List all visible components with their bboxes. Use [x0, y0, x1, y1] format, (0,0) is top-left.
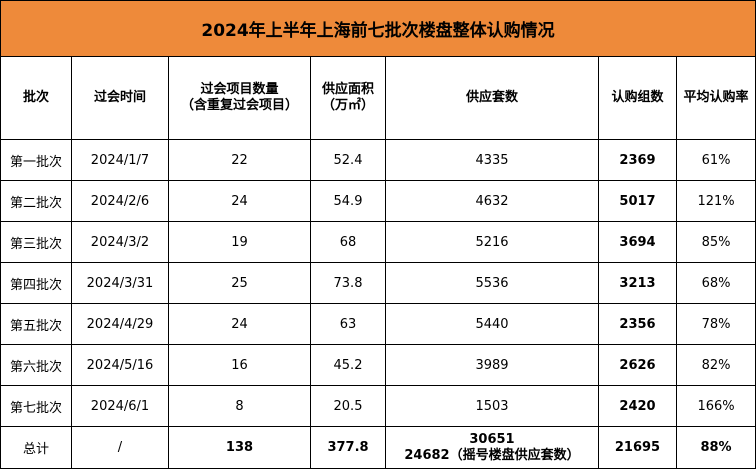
cell-rate: 166% — [675, 385, 756, 427]
cell-projects: 24 — [168, 180, 311, 222]
cell-projects: 22 — [168, 139, 311, 181]
col-header-projects: 过会项目数量 （含重复过会项目） — [168, 56, 311, 140]
cell-date: 2024/2/6 — [71, 180, 169, 222]
title-row: 2024年上半年上海前七批次楼盘整体认购情况 — [0, 0, 756, 57]
cell-groups: 5017 — [598, 180, 677, 222]
table-row: 第六批次 2024/5/16 16 45.2 3989 2626 82% — [0, 344, 756, 386]
cell-date: 2024/3/31 — [71, 262, 169, 304]
col-header-rate: 平均认购率 — [675, 56, 756, 140]
cell-batch: 第一批次 — [0, 139, 72, 181]
col-header-groups: 认购组数 — [598, 56, 677, 140]
total-date: / — [71, 426, 169, 469]
cell-area: 73.8 — [310, 262, 386, 304]
total-units-lottery: 24682（摇号楼盘供应套数） — [404, 447, 580, 463]
cell-units: 5216 — [385, 221, 599, 263]
cell-rate: 121% — [675, 180, 756, 222]
cell-rate: 82% — [675, 344, 756, 386]
cell-groups: 2369 — [598, 139, 677, 181]
cell-rate: 78% — [675, 303, 756, 345]
cell-area: 20.5 — [310, 385, 386, 427]
cell-projects: 16 — [168, 344, 311, 386]
cell-projects: 19 — [168, 221, 311, 263]
cell-date: 2024/6/1 — [71, 385, 169, 427]
table-row: 第二批次 2024/2/6 24 54.9 4632 5017 121% — [0, 180, 756, 222]
total-area: 377.8 — [310, 426, 386, 469]
col-header-area: 供应面积 （万㎡） — [310, 56, 386, 140]
cell-projects: 8 — [168, 385, 311, 427]
cell-units: 5536 — [385, 262, 599, 304]
total-label: 总计 — [0, 426, 72, 469]
cell-units: 4335 — [385, 139, 599, 181]
table-row: 第七批次 2024/6/1 8 20.5 1503 2420 166% — [0, 385, 756, 427]
total-rate: 88% — [675, 426, 756, 469]
total-groups: 21695 — [598, 426, 677, 469]
header-row: 批次 过会时间 过会项目数量 （含重复过会项目） 供应面积 （万㎡） 供应套数 认购… — [0, 56, 756, 140]
cell-area: 54.9 — [310, 180, 386, 222]
cell-rate: 85% — [675, 221, 756, 263]
table-row: 第五批次 2024/4/29 24 63 5440 2356 78% — [0, 303, 756, 345]
cell-groups: 2356 — [598, 303, 677, 345]
cell-date: 2024/1/7 — [71, 139, 169, 181]
cell-area: 45.2 — [310, 344, 386, 386]
cell-date: 2024/5/16 — [71, 344, 169, 386]
cell-batch: 第二批次 — [0, 180, 72, 222]
total-row: 总计 / 138 377.8 30651 24682（摇号楼盘供应套数） 2169… — [0, 426, 756, 469]
cell-area: 52.4 — [310, 139, 386, 181]
cell-batch: 第三批次 — [0, 221, 72, 263]
cell-projects: 24 — [168, 303, 311, 345]
cell-batch: 第四批次 — [0, 262, 72, 304]
col-header-units: 供应套数 — [385, 56, 599, 140]
cell-rate: 68% — [675, 262, 756, 304]
table-row: 第一批次 2024/1/7 22 52.4 4335 2369 61% — [0, 139, 756, 181]
cell-batch: 第七批次 — [0, 385, 72, 427]
cell-date: 2024/3/2 — [71, 221, 169, 263]
total-projects: 138 — [168, 426, 311, 469]
cell-batch: 第五批次 — [0, 303, 72, 345]
cell-projects: 25 — [168, 262, 311, 304]
table-row: 第四批次 2024/3/31 25 73.8 5536 3213 68% — [0, 262, 756, 304]
cell-groups: 2420 — [598, 385, 677, 427]
cell-rate: 61% — [675, 139, 756, 181]
col-header-date: 过会时间 — [71, 56, 169, 140]
cell-units: 5440 — [385, 303, 599, 345]
cell-area: 68 — [310, 221, 386, 263]
cell-units: 4632 — [385, 180, 599, 222]
table-row: 第三批次 2024/3/2 19 68 5216 3694 85% — [0, 221, 756, 263]
cell-units: 1503 — [385, 385, 599, 427]
cell-groups: 3694 — [598, 221, 677, 263]
cell-units: 3989 — [385, 344, 599, 386]
cell-groups: 2626 — [598, 344, 677, 386]
total-units: 30651 24682（摇号楼盘供应套数） — [385, 426, 599, 469]
cell-area: 63 — [310, 303, 386, 345]
col-header-batch: 批次 — [0, 56, 72, 140]
cell-date: 2024/4/29 — [71, 303, 169, 345]
table-title: 2024年上半年上海前七批次楼盘整体认购情况 — [0, 0, 756, 57]
cell-batch: 第六批次 — [0, 344, 72, 386]
cell-groups: 3213 — [598, 262, 677, 304]
